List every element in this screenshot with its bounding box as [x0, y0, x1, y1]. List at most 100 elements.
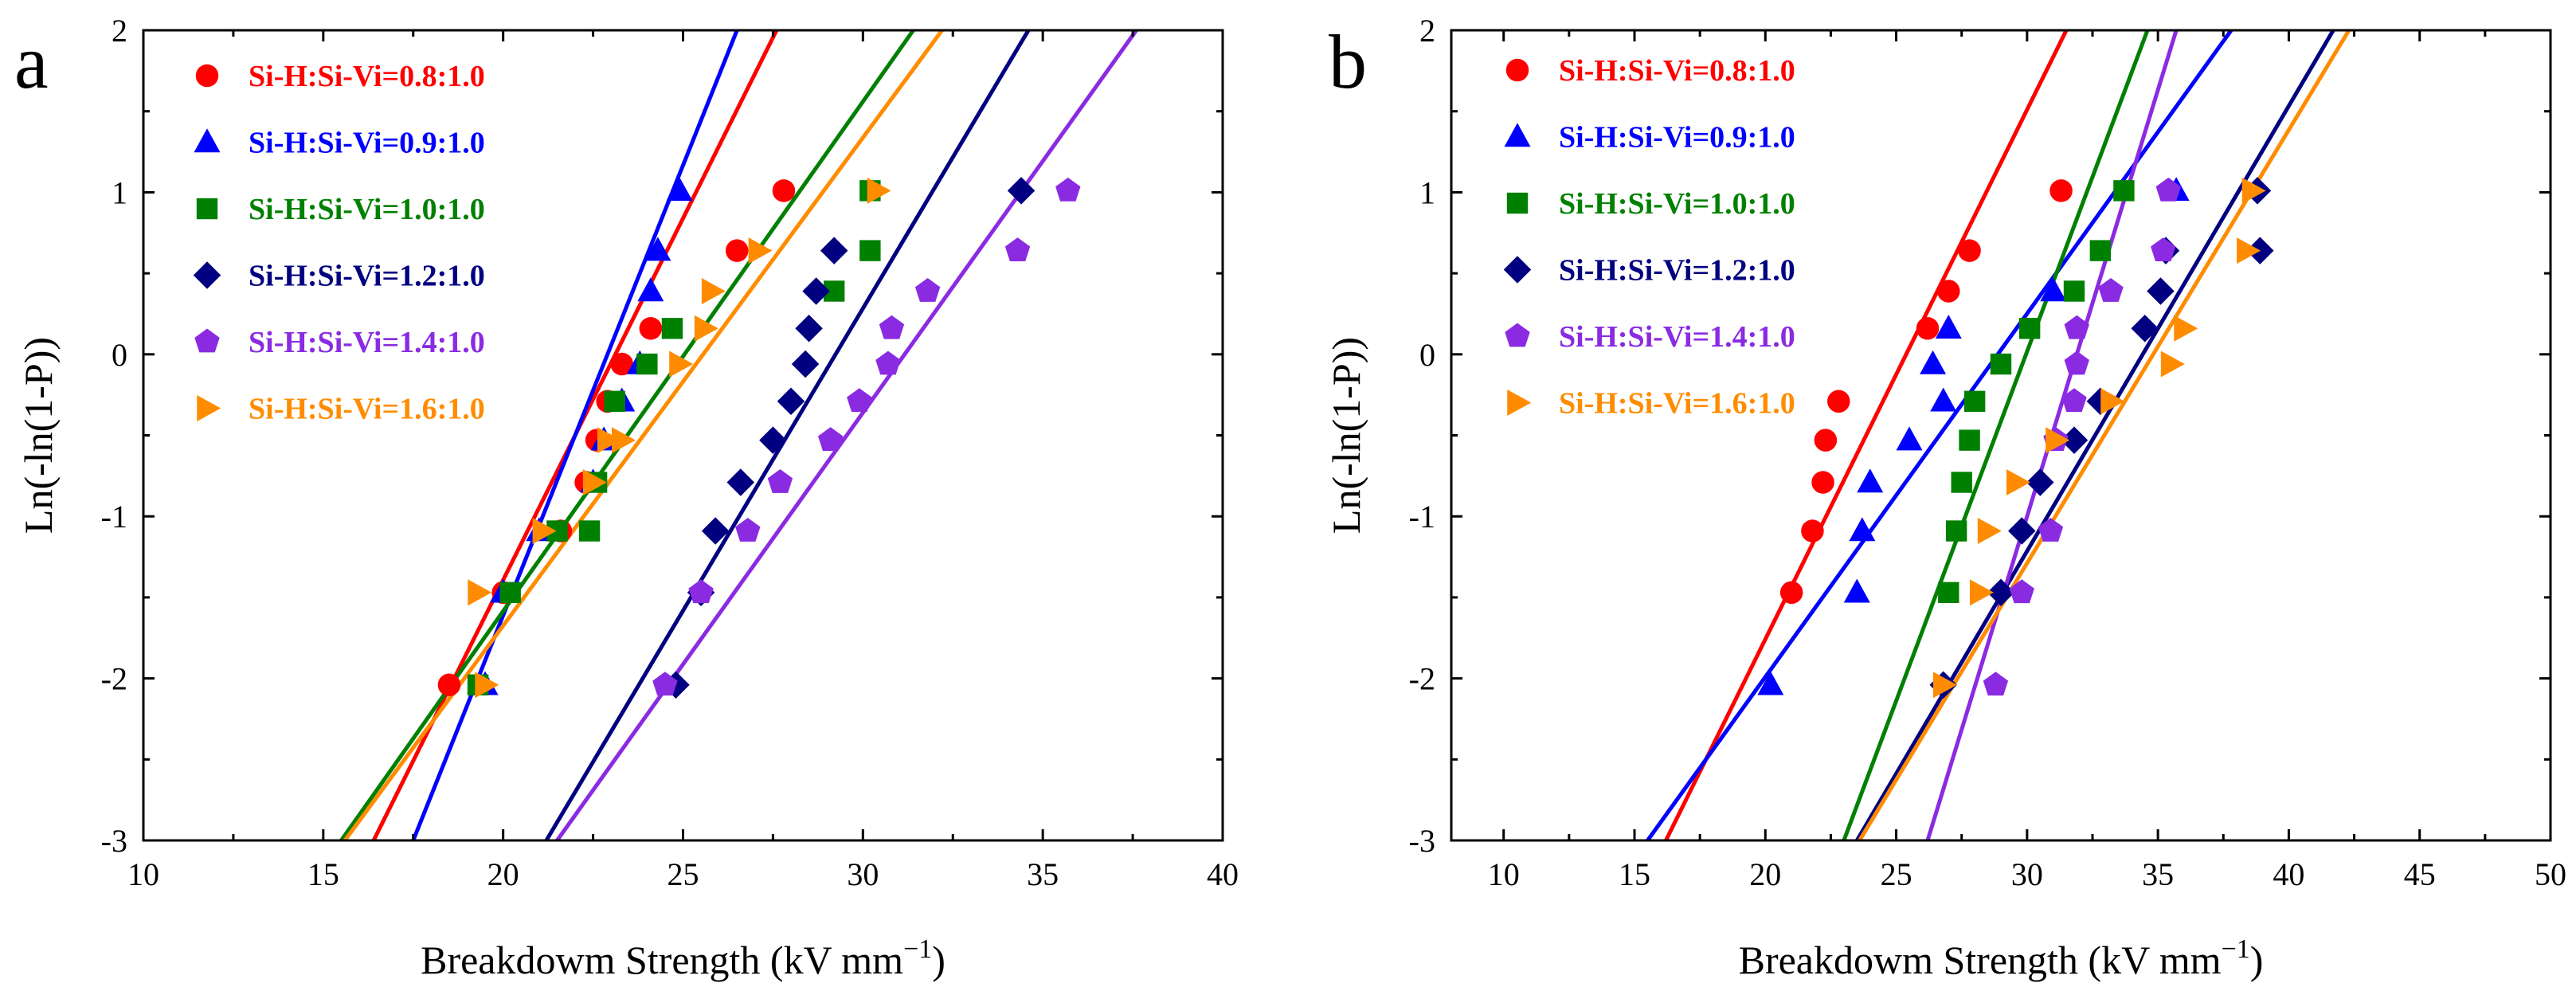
- legend-label-b-3: Si-H:Si-Vi=1.2:1.0: [1559, 254, 1795, 288]
- data-point-a-3-2: [701, 517, 730, 545]
- data-point-b-4-0: [1983, 672, 2009, 696]
- x-axis-label-close-a: ): [932, 938, 945, 982]
- data-point-b-1-5: [1930, 387, 1957, 412]
- data-point-a-3-10: [1007, 177, 1035, 205]
- data-point-b-0-6: [1937, 280, 1960, 303]
- fit-line-b-3: [1855, 30, 2335, 840]
- data-point-b-5-5: [2100, 388, 2125, 415]
- data-point-a-1-7: [637, 277, 664, 302]
- fit-line-b-5: [1858, 30, 2351, 840]
- fit-line-b-0: [1664, 30, 2069, 840]
- data-point-a-5-2: [532, 518, 557, 545]
- x-tick-label-b: 10: [1488, 856, 1520, 892]
- legend-marker-b-0: [1505, 58, 1529, 82]
- data-point-b-3-3: [2026, 468, 2054, 496]
- data-point-b-4-4: [2061, 388, 2087, 413]
- data-point-a-4-4: [817, 427, 844, 451]
- x-tick-label-b: 20: [1749, 856, 1781, 892]
- x-tick-label-a: 40: [1207, 856, 1239, 892]
- data-point-b-0-7: [1958, 239, 1981, 262]
- y-axis-label-a: Ln(-ln(1-P)): [16, 337, 61, 534]
- x-axis-label-exponent-b: −1: [2222, 934, 2250, 964]
- data-point-a-5-6: [669, 351, 694, 378]
- data-point-b-2-6: [2018, 318, 2041, 339]
- data-point-a-0-0: [437, 673, 461, 696]
- x-tick-label-a: 10: [127, 856, 159, 892]
- x-tick-label-a: 30: [847, 856, 879, 892]
- data-point-a-2-5: [604, 390, 625, 412]
- data-point-b-1-7: [1935, 315, 1962, 339]
- data-point-b-1-1: [1843, 578, 1870, 603]
- data-point-b-2-7: [2063, 280, 2085, 302]
- fit-line-b-2: [1842, 30, 2150, 840]
- data-point-b-2-3: [1959, 429, 1980, 451]
- data-point-b-1-6: [1920, 350, 1947, 374]
- legend-marker-a-4: [194, 328, 220, 353]
- data-point-a-3-4: [759, 426, 787, 454]
- data-point-b-5-7: [2174, 315, 2198, 342]
- data-point-a-5-0: [475, 672, 499, 699]
- data-point-b-4-7: [2098, 277, 2124, 302]
- x-tick-label-b: 25: [1881, 856, 1912, 892]
- fit-line-a-5: [343, 30, 944, 840]
- y-tick-label-a: -1: [101, 499, 127, 535]
- x-tick-label-b: 35: [2142, 856, 2174, 892]
- y-tick-label-a: -2: [101, 661, 127, 697]
- legend-marker-b-3: [1503, 256, 1532, 284]
- y-tick-label-b: 0: [1419, 337, 1435, 373]
- data-point-b-2-1: [1945, 520, 1967, 542]
- legend-label-b-2: Si-H:Si-Vi=1.0:1.0: [1559, 187, 1795, 221]
- x-tick-label-b: 50: [2535, 856, 2566, 892]
- legend-label-a-0: Si-H:Si-Vi=0.8:1.0: [249, 60, 485, 93]
- data-point-a-5-8: [701, 277, 726, 304]
- data-point-a-4-8: [914, 277, 941, 302]
- data-point-a-4-6: [875, 351, 901, 375]
- x-axis-label-exponent-a: −1: [903, 934, 932, 964]
- data-point-b-0-5: [1916, 317, 1940, 340]
- x-tick-label-b: 45: [2404, 856, 2436, 892]
- legend-marker-a-3: [193, 261, 221, 289]
- legend-a: Si-H:Si-Vi=0.8:1.0 Si-H:Si-Vi=0.9:1.0 Si-H…: [193, 60, 485, 426]
- panel-letter-b: b: [1329, 19, 1367, 104]
- x-tick-label-a: 35: [1027, 856, 1059, 892]
- data-point-b-5-6: [2160, 351, 2185, 378]
- y-tick-label-b: 2: [1419, 13, 1435, 49]
- panel-letter-a: a: [14, 19, 49, 104]
- x-axis-label-b: Breakdowm Strength (kV mm−1): [1739, 934, 2264, 982]
- data-point-b-5-4: [2046, 427, 2070, 454]
- legend-label-b-0: Si-H:Si-Vi=0.8:1.0: [1559, 54, 1795, 88]
- legend-b: Si-H:Si-Vi=0.8:1.0 Si-H:Si-Vi=0.9:1.0 Si-H…: [1503, 54, 1795, 421]
- fit-line-a-2: [339, 30, 915, 840]
- data-point-b-4-2: [2038, 518, 2064, 542]
- data-point-a-4-5: [847, 388, 872, 413]
- data-point-a-4-9: [1004, 237, 1031, 261]
- x-tick-label-a: 25: [667, 856, 699, 892]
- data-point-a-3-5: [777, 387, 805, 416]
- data-point-a-5-5: [611, 427, 636, 454]
- data-point-a-3-6: [791, 350, 820, 378]
- data-point-a-3-8: [802, 277, 830, 305]
- data-point-a-5-10: [867, 177, 891, 204]
- data-point-b-4-9: [2155, 177, 2181, 202]
- data-point-a-4-10: [1055, 177, 1081, 202]
- legend-label-b-1: Si-H:Si-Vi=0.9:1.0: [1559, 121, 1795, 155]
- data-point-b-3-1: [1987, 578, 2015, 607]
- data-point-b-3-2: [2008, 517, 2036, 545]
- data-point-a-0-7: [639, 317, 663, 340]
- legend-marker-a-1: [194, 128, 221, 153]
- data-point-b-0-2: [1811, 471, 1834, 494]
- data-point-b-2-4: [1963, 390, 1986, 412]
- data-point-b-1-8: [2040, 277, 2067, 302]
- legend-label-a-2: Si-H:Si-Vi=1.0:1.0: [249, 193, 485, 226]
- y-tick-label-b: -2: [1409, 661, 1435, 697]
- data-point-a-2-9: [859, 240, 881, 261]
- data-point-a-2-7: [661, 318, 683, 339]
- data-point-b-4-1: [2009, 579, 2034, 604]
- data-point-b-0-4: [1827, 390, 1850, 413]
- legend-marker-a-0: [195, 64, 219, 88]
- data-point-a-0-8: [726, 239, 749, 262]
- data-point-a-2-6: [636, 353, 658, 375]
- data-point-a-3-7: [795, 315, 823, 343]
